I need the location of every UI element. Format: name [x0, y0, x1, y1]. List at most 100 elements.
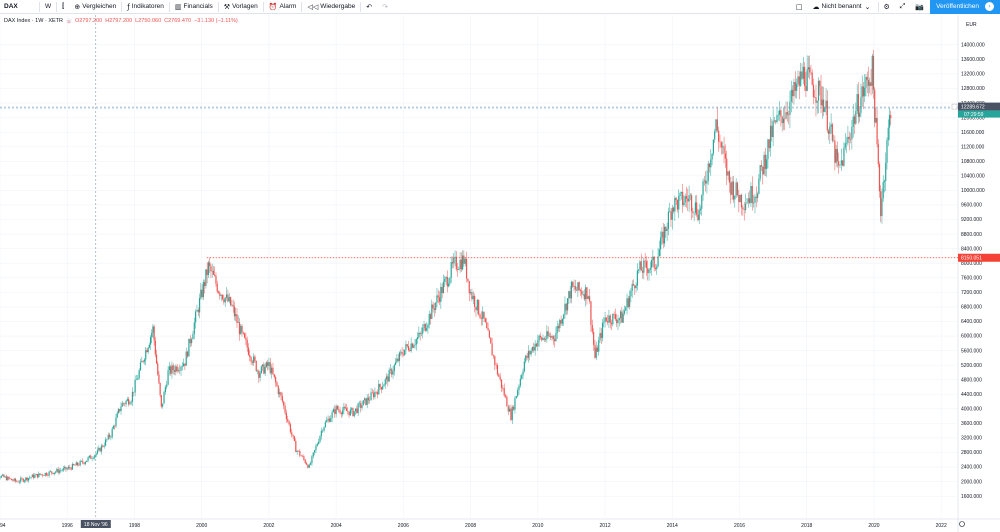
candle-body: [354, 408, 357, 412]
candle-body: [402, 354, 404, 356]
time-tick-label: 2002: [263, 523, 274, 529]
candle-body: [627, 298, 629, 307]
candle-body: [641, 270, 644, 273]
candle-body: [734, 195, 736, 200]
candle-body: [287, 419, 289, 422]
layout-name-button[interactable]: ☁ Nicht benannt ⌄: [809, 0, 877, 14]
replay-button[interactable]: ◁◁ Wiedergabe: [303, 0, 359, 14]
candle-body: [514, 398, 516, 410]
candle-body: [811, 72, 813, 85]
candle-body: [523, 361, 525, 372]
candle-body: [496, 365, 499, 375]
candle-body: [92, 458, 95, 459]
settings-button[interactable]: ⚙: [880, 0, 896, 14]
candle-body: [400, 351, 402, 353]
financials-button[interactable]: ▥ Financials: [171, 0, 217, 14]
candle-body: [163, 392, 165, 404]
candle-body: [370, 392, 372, 401]
candle-body: [43, 475, 45, 476]
candle-body: [450, 262, 452, 278]
price-tick-label: 5200.000: [961, 363, 982, 369]
candle-body: [573, 286, 575, 287]
candle-body: [533, 346, 535, 351]
candle-body: [809, 67, 811, 73]
candle-body: [607, 321, 609, 323]
add-alert-button[interactable]: [951, 103, 958, 110]
candle-body: [648, 269, 650, 274]
candle-body: [393, 364, 395, 372]
candle-body: [193, 322, 195, 335]
candle-body: [409, 350, 411, 352]
candle-body: [548, 335, 551, 337]
candle-body: [125, 400, 127, 405]
indicators-button[interactable]: ƒ Indikatoren: [123, 0, 168, 14]
candle-body: [675, 197, 677, 201]
candle-body: [639, 261, 641, 270]
candle-body: [705, 180, 707, 184]
publish-button[interactable]: Veröffentlichen ›: [930, 0, 1000, 14]
candle-body: [424, 324, 426, 331]
candle-body: [750, 185, 752, 203]
candle-body: [147, 347, 149, 353]
candle-body: [826, 100, 828, 131]
chart-type-button[interactable]: ⫿: [58, 0, 70, 14]
candle-body: [5, 476, 8, 481]
candle-body: [588, 296, 591, 302]
candle-body: [356, 408, 358, 414]
candle-body: [604, 317, 606, 323]
candle-body: [769, 125, 772, 149]
candle-body: [658, 249, 660, 257]
layout-toggle[interactable]: □: [792, 0, 809, 14]
redo-icon: ↷: [382, 2, 389, 11]
candle-body: [654, 267, 657, 270]
fullscreen-button[interactable]: ⤢: [896, 0, 912, 14]
compare-button[interactable]: ⊕ Vergleichen: [70, 0, 120, 14]
undo-button[interactable]: ↶: [362, 0, 378, 14]
candle-body: [587, 296, 589, 299]
candle-body: [617, 320, 619, 324]
candle-body: [722, 146, 724, 148]
candle-body: [40, 474, 42, 476]
candle-body: [247, 347, 250, 355]
candle-body: [119, 409, 121, 412]
symbol-search[interactable]: DAX: [4, 3, 18, 10]
candle-body: [476, 299, 478, 311]
candle-body: [569, 291, 571, 299]
candle-body: [559, 320, 561, 329]
candle-body: [385, 376, 388, 380]
candle-body: [269, 362, 271, 374]
candle-body: [647, 267, 649, 274]
price-tick-label: 8800.000: [961, 232, 982, 238]
candle-body: [236, 314, 238, 323]
alarm-button[interactable]: ⏰ Alarm: [265, 0, 301, 14]
candle-body: [754, 196, 756, 203]
candle-body: [175, 366, 177, 372]
candle-body: [75, 462, 77, 466]
candle-body: [534, 343, 536, 351]
candle-body: [760, 165, 763, 167]
price-chart[interactable]: 1600.000 2000.000 2400.000 2800.000 3200.000…: [0, 15, 1000, 532]
redo-button[interactable]: ↷: [378, 0, 394, 14]
price-tick-label: 11600.000: [961, 130, 984, 136]
candle-body: [21, 478, 23, 479]
templates-button[interactable]: ⚒ Vorlagen: [220, 0, 262, 14]
candle-body: [630, 290, 632, 297]
candle-body: [544, 339, 547, 340]
candle-body: [242, 332, 244, 334]
candle-body: [429, 314, 432, 319]
candle-body: [295, 440, 297, 452]
candle-body: [324, 422, 326, 428]
candle-body: [449, 277, 451, 284]
candle-body: [112, 426, 115, 429]
candle-body: [885, 162, 887, 181]
snapshot-button[interactable]: 📷: [911, 0, 930, 14]
interval-button[interactable]: W: [45, 3, 52, 10]
candle-body: [831, 124, 833, 141]
crosshair-date-badge: [80, 520, 111, 528]
candle-body: [141, 360, 143, 363]
candle-body: [133, 391, 135, 393]
price-tick-label: 9600.000: [961, 203, 982, 209]
axis-settings-icon[interactable]: [959, 521, 965, 527]
candle-body: [0, 477, 1, 479]
candle-body: [876, 118, 878, 145]
